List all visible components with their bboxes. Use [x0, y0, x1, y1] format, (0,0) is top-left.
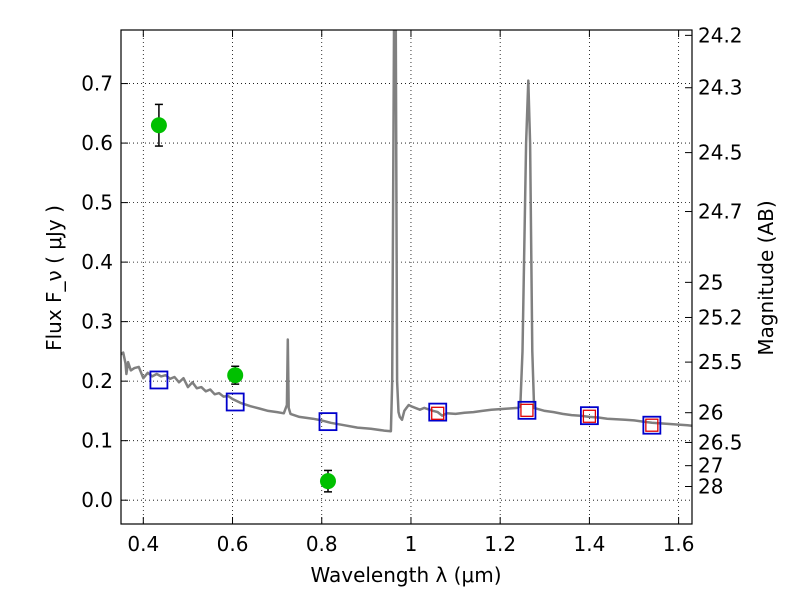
right-tick-label: 24.2 — [698, 23, 743, 47]
x-tick-label: 1.6 — [663, 532, 695, 556]
blue-square-marker — [225, 392, 245, 412]
right-tick-label: 26 — [698, 401, 723, 425]
right-tick-label: 24.5 — [698, 141, 743, 165]
right-tick-label: 28 — [698, 475, 723, 499]
y-tick-label: 0.3 — [81, 310, 113, 334]
right-axis-label: Magnitude (AB) — [754, 200, 778, 355]
spectrum-layer — [121, 30, 692, 433]
right-tick-label: 25 — [698, 270, 723, 294]
blue-square-marker — [318, 412, 338, 432]
x-axis-label: Wavelength λ (μm) — [310, 563, 501, 587]
y-axis-label: Flux F_ν ( μJy ) — [42, 205, 66, 351]
x-tick-label: 1 — [405, 532, 418, 556]
right-tick-label: 26.5 — [698, 430, 743, 454]
right-tick-label: 25.5 — [698, 350, 743, 374]
right-tick-label: 24.3 — [698, 76, 743, 100]
y-tick-label: 0.2 — [81, 369, 113, 393]
grid — [121, 30, 692, 524]
y-tick-label: 0.0 — [81, 488, 113, 512]
right-tick-label: 24.7 — [698, 200, 743, 224]
blue-square-marker — [517, 400, 537, 420]
blue-square-marker — [428, 402, 448, 422]
x-tick-label: 0.4 — [127, 532, 159, 556]
y-tick-label: 0.4 — [81, 250, 113, 274]
x-tick-label: 1.4 — [573, 532, 605, 556]
observed-point — [150, 117, 167, 134]
observed-point — [227, 367, 244, 384]
right-tick-label: 25.2 — [698, 305, 743, 329]
plot-frame — [120, 29, 693, 525]
x-tick-label: 1.2 — [484, 532, 516, 556]
red-square-marker — [431, 406, 445, 420]
red-square-marker — [645, 418, 659, 432]
y-tick-label: 0.7 — [81, 72, 113, 96]
blue-square-marker — [642, 415, 662, 435]
y-tick-label: 0.1 — [81, 429, 113, 453]
y-tick-label: 0.5 — [81, 191, 113, 215]
x-tick-label: 0.8 — [306, 532, 338, 556]
x-tick-label: 0.6 — [217, 532, 249, 556]
ticks: 0.4 0.6 0.8 1 1.2 1.4 1.6 0.0 0.1 0.2 0.3 0.4 0.5 0.6… — [81, 23, 742, 556]
blue-square-marker — [149, 370, 169, 390]
markers-layer — [149, 103, 662, 493]
red-square-marker — [582, 409, 597, 423]
blue-square-marker — [579, 406, 599, 426]
right-tick-label: 27 — [698, 454, 723, 478]
red-square-marker — [520, 403, 534, 417]
spectrum-line — [121, 30, 692, 433]
y-tick-label: 0.6 — [81, 131, 113, 155]
observed-point — [319, 473, 336, 490]
